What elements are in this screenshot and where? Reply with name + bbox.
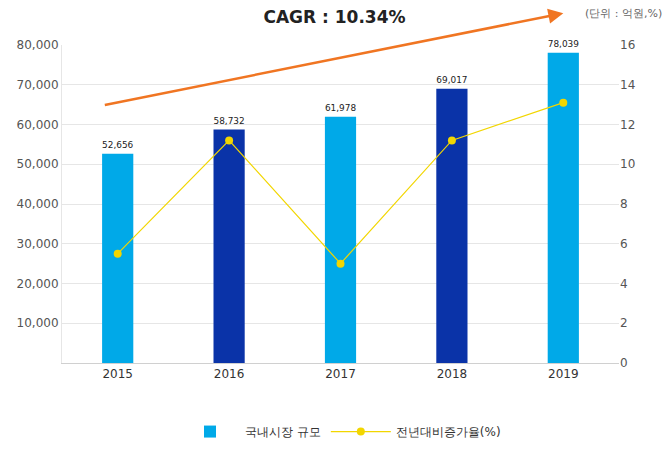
svg-text:80,000: 80,000 [17, 38, 59, 52]
svg-text:78,039: 78,039 [548, 39, 579, 49]
svg-text:16: 16 [620, 38, 635, 52]
svg-text:2018: 2018 [437, 367, 468, 381]
svg-text:12: 12 [620, 118, 635, 132]
svg-text:6: 6 [620, 237, 628, 251]
svg-text:10,000: 10,000 [17, 316, 59, 330]
svg-text:50,000: 50,000 [17, 157, 59, 171]
svg-text:20,000: 20,000 [17, 277, 59, 291]
svg-text:30,000: 30,000 [17, 237, 59, 251]
svg-text:전년대비증가율(%): 전년대비증가율(%) [396, 425, 501, 439]
svg-text:58,732: 58,732 [214, 116, 245, 126]
svg-text:70,000: 70,000 [17, 78, 59, 92]
svg-text:2: 2 [620, 316, 628, 330]
svg-text:8: 8 [620, 197, 628, 211]
svg-text:2019: 2019 [548, 367, 579, 381]
svg-text:국내시장 규모: 국내시장 규모 [245, 425, 321, 439]
svg-text:52,656: 52,656 [102, 140, 133, 150]
svg-text:40,000: 40,000 [17, 197, 59, 211]
svg-text:0: 0 [620, 356, 628, 370]
svg-text:60,000: 60,000 [17, 118, 59, 132]
svg-text:10: 10 [620, 157, 635, 171]
svg-text:2016: 2016 [214, 367, 245, 381]
svg-text:CAGR : 10.34%: CAGR : 10.34% [263, 7, 405, 27]
svg-text:2015: 2015 [102, 367, 133, 381]
svg-text:4: 4 [620, 277, 628, 291]
svg-text:2017: 2017 [325, 367, 356, 381]
svg-text:(단위 : 억원,%): (단위 : 억원,%) [585, 7, 662, 20]
svg-text:69,017: 69,017 [436, 75, 467, 85]
svg-text:61,978: 61,978 [325, 103, 356, 113]
svg-text:14: 14 [620, 78, 635, 92]
